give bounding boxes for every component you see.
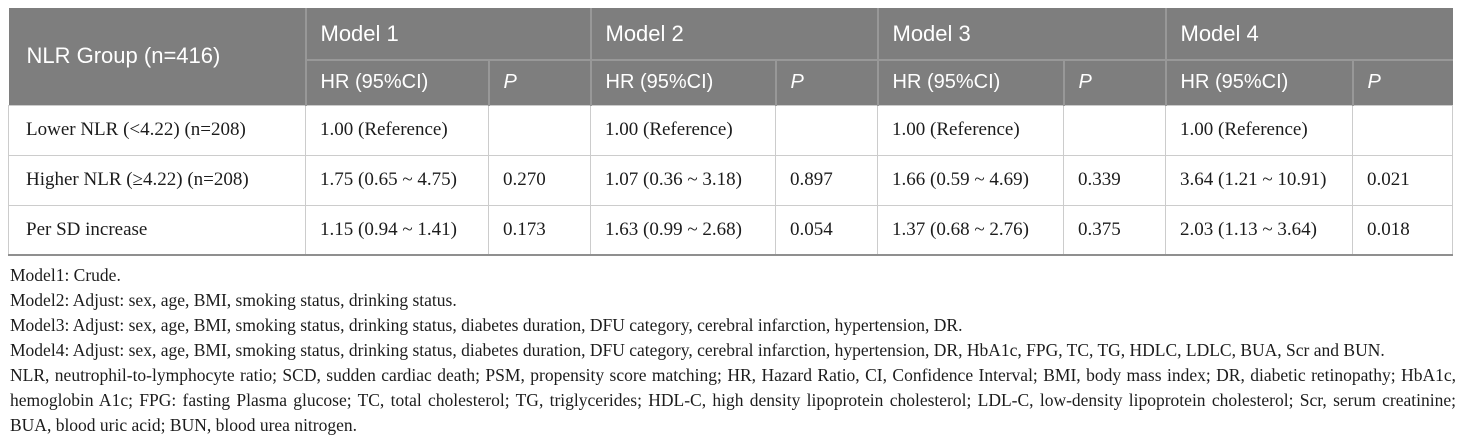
p-cell: 0.021 xyxy=(1352,154,1453,206)
table-row: Per SD increase 1.15 (0.94 ~ 1.41) 0.173… xyxy=(8,204,1453,256)
hr-cell: 1.00 (Reference) xyxy=(877,104,1064,156)
header-row-models: NLR Group (n=416) Model 1 Model 2 Model … xyxy=(8,8,1453,105)
p-cell xyxy=(1352,104,1453,156)
row-label: Per SD increase xyxy=(8,204,306,256)
nlr-group-header: NLR Group (n=416) xyxy=(8,8,307,105)
p-cell: 0.375 xyxy=(1063,204,1166,256)
footnote-model3: Model3: Adjust: sex, age, BMI, smoking s… xyxy=(10,315,963,335)
hr-cell: 2.03 (1.13 ~ 3.64) xyxy=(1165,204,1353,256)
model-4-header: Model 4 xyxy=(1164,8,1453,61)
table-header: NLR Group (n=416) Model 1 Model 2 Model … xyxy=(8,8,1453,105)
hr-ci-header: HR (95%CI) xyxy=(1164,60,1353,105)
p-cell xyxy=(1063,104,1166,156)
p-cell: 0.173 xyxy=(488,204,591,256)
p-value-header: P xyxy=(774,60,878,105)
hr-cell: 1.66 (0.59 ~ 4.69) xyxy=(877,154,1064,206)
footnote-model4: Model4: Adjust: sex, age, BMI, smoking s… xyxy=(10,340,1385,360)
hr-cell: 3.64 (1.21 ~ 10.91) xyxy=(1165,154,1353,206)
footnote-model1: Model1: Crude. xyxy=(10,265,121,285)
p-cell: 0.018 xyxy=(1352,204,1453,256)
footnote-model2: Model2: Adjust: sex, age, BMI, smoking s… xyxy=(10,290,457,310)
model-1-header: Model 1 xyxy=(305,8,591,61)
row-label: Lower NLR (<4.22) (n=208) xyxy=(8,104,306,156)
hr-ci-header: HR (95%CI) xyxy=(305,60,489,105)
cox-regression-table: NLR Group (n=416) Model 1 Model 2 Model … xyxy=(8,8,1453,256)
p-cell xyxy=(488,104,591,156)
hr-cell: 1.37 (0.68 ~ 2.76) xyxy=(877,204,1064,256)
table-row: Lower NLR (<4.22) (n=208) 1.00 (Referenc… xyxy=(8,104,1453,156)
model-2-header: Model 2 xyxy=(589,8,878,61)
hr-cell: 1.00 (Reference) xyxy=(305,104,489,156)
hr-cell: 1.75 (0.65 ~ 4.75) xyxy=(305,154,489,206)
p-value-header: P xyxy=(1062,60,1166,105)
hr-cell: 1.07 (0.36 ~ 3.18) xyxy=(590,154,776,206)
hr-cell: 1.00 (Reference) xyxy=(1165,104,1353,156)
hr-ci-header: HR (95%CI) xyxy=(876,60,1064,105)
table-row: Higher NLR (≥4.22) (n=208) 1.75 (0.65 ~ … xyxy=(8,154,1453,206)
abbreviations-note: NLR, neutrophil-to-lymphocyte ratio; SCD… xyxy=(10,365,1456,435)
table-body: Lower NLR (<4.22) (n=208) 1.00 (Referenc… xyxy=(8,104,1453,256)
header-row-measures: HR (95%CI) P HR (95%CI) P HR (95%CI) P H… xyxy=(9,60,1453,105)
model-3-header: Model 3 xyxy=(876,8,1166,61)
p-cell: 0.339 xyxy=(1063,154,1166,206)
p-cell: 0.270 xyxy=(488,154,591,206)
p-cell: 0.054 xyxy=(775,204,878,256)
p-value-header: P xyxy=(1351,60,1453,105)
hr-cell: 1.63 (0.99 ~ 2.68) xyxy=(590,204,776,256)
table-footnotes: Model1: Crude. Model2: Adjust: sex, age,… xyxy=(8,263,1456,438)
hr-ci-header: HR (95%CI) xyxy=(589,60,776,105)
hr-cell: 1.00 (Reference) xyxy=(590,104,776,156)
p-cell xyxy=(775,104,878,156)
row-label: Higher NLR (≥4.22) (n=208) xyxy=(8,154,306,206)
hr-cell: 1.15 (0.94 ~ 1.41) xyxy=(305,204,489,256)
p-value-header: P xyxy=(487,60,591,105)
p-cell: 0.897 xyxy=(775,154,878,206)
